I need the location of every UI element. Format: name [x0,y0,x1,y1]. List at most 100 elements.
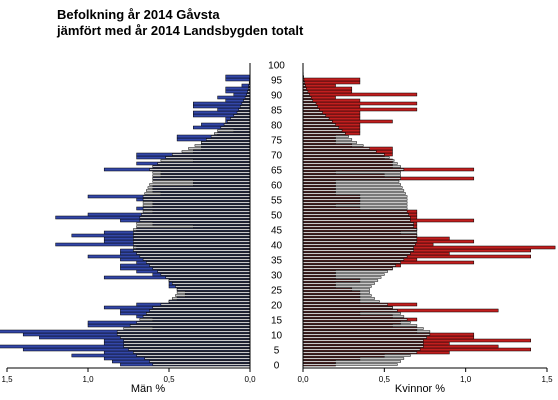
men-reference-bar [227,120,251,123]
women-bar [302,107,418,112]
women-reference-bar [302,225,414,228]
men-reference-bar [160,303,251,306]
women-reference-bar [302,246,414,249]
men-reference-bar [175,285,251,288]
men-reference-bar [230,117,251,120]
age-tick-label: 20 [271,301,283,312]
women-reference-bar [302,348,421,351]
men-reference-bar [133,228,251,231]
women-reference-bar [302,99,314,102]
age-tick-label: 95 [271,76,283,87]
age-tick-label: 60 [271,181,283,192]
men-x-tick-label: 0,0 [244,375,256,384]
men-reference-bar [152,306,251,309]
men-reference-bar [244,96,251,99]
men-reference-bar [139,216,251,219]
age-tick-label: 65 [271,166,283,177]
men-reference-bar [157,162,251,165]
women-reference-bar [302,96,312,99]
men-reference-bar [136,252,251,255]
women-reference-bar [302,126,340,129]
women-reference-bar [302,105,318,108]
women-reference-bar [302,282,375,285]
men-reference-bar [241,102,251,105]
women-reference-bar [302,297,375,300]
men-reference-bar [142,195,251,198]
women-reference-bar [302,324,418,327]
women-reference-bar [302,195,408,198]
women-reference-bar [302,288,370,291]
women-bar [302,92,418,97]
men-reference-bar [157,270,251,273]
women-reference-bar [302,141,357,144]
age-tick-label: 90 [271,91,283,102]
women-reference-bar [302,222,414,225]
women-reference-bar [302,264,396,267]
women-reference-bar [302,129,343,132]
women-reference-bar [302,93,310,96]
age-tick-label: 25 [271,286,283,297]
men-reference-bar [149,183,251,186]
men-reference-bar [149,360,251,363]
women-reference-bar [302,162,398,165]
men-reference-bar [133,234,251,237]
women-reference-bar [302,306,393,309]
men-reference-bar [171,153,251,156]
women-reference-bar [302,285,372,288]
women-reference-bar [302,360,401,363]
men-reference-bar [165,276,251,279]
men-reference-bar [142,201,251,204]
women-x-tick-label: 1,5 [541,375,553,384]
men-x-tick-label: 0,5 [163,375,175,384]
men-reference-bars [116,69,251,366]
women-reference-bar [302,135,349,138]
women-reference-bar [302,228,418,231]
women-reference-bar [302,303,388,306]
age-tick-label: 75 [271,136,283,147]
men-bar [193,101,251,106]
women-reference-bar [302,330,431,333]
men-reference-bar [136,354,251,357]
women-reference-bar [302,309,398,312]
men-reference-bar [139,219,251,222]
women-x-tick-label: 0,0 [297,375,309,384]
men-reference-bar [141,213,251,216]
men-reference-bar [142,207,251,210]
women-reference-bar [302,315,405,318]
age-tick-label: 85 [271,106,283,117]
men-reference-bar [147,186,251,189]
men-reference-bar [233,114,251,117]
women-reference-bar [302,201,408,204]
women-reference-bar [302,363,398,366]
men-reference-bar [171,282,251,285]
men-reference-bar [152,165,251,168]
men-reference-bar [181,150,251,153]
women-reference-bar [302,168,405,171]
women-reference-bar [302,147,370,150]
men-bar [225,86,251,91]
chart-title-line1: Befolkning år 2014 Gåvsta [57,7,220,22]
men-reference-bar [142,204,251,207]
women-reference-bar [302,252,411,255]
men-reference-bar [142,198,251,201]
men-reference-bar [123,345,251,348]
men-reference-bar [136,222,251,225]
men-reference-bar [149,168,251,171]
women-reference-bar [302,186,403,189]
men-reference-bar [188,147,251,150]
men-reference-bar [116,330,251,333]
women-reference-bar [302,276,382,279]
women-reference-bar [302,183,401,186]
men-reference-bar [144,192,251,195]
men-reference-bar [146,312,251,315]
men-reference-bar [133,243,251,246]
men-reference-bar [133,240,251,243]
women-reference-bar [302,342,424,345]
women-x-tick-label: 1,0 [460,375,472,384]
women-reference-bar [302,189,405,192]
women-reference-bar [302,156,390,159]
women-reference-bar [302,153,385,156]
men-reference-bar [129,324,251,327]
men-bar [225,89,251,94]
age-tick-label: 100 [268,61,285,72]
